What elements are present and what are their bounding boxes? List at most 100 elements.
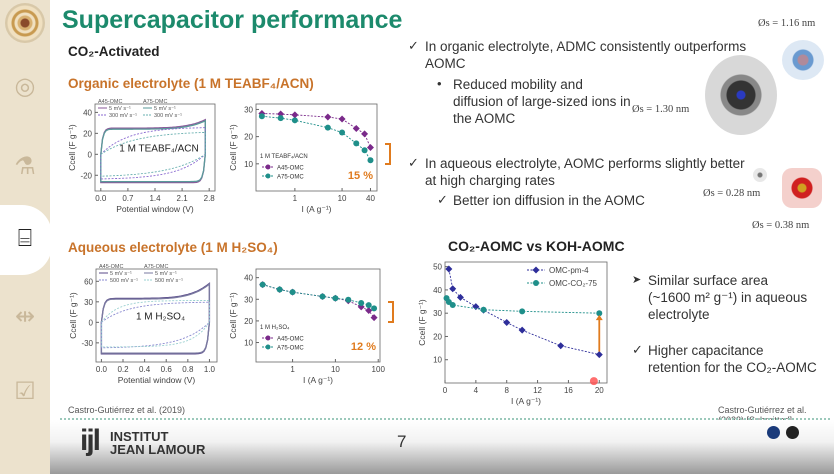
y-tick-label: 30: [244, 105, 253, 114]
direction-arrows-icon[interactable]: ⇹: [14, 303, 36, 330]
x-tick-label: 100: [372, 365, 386, 374]
data-point: [445, 265, 453, 273]
bullet-1: In organic electrolyte, ADMC consistentl…: [425, 39, 747, 71]
plot-frame: [444, 261, 608, 384]
x-axis-label: I (A g⁻¹): [511, 396, 541, 406]
active-section-notch: [0, 205, 52, 275]
data-point: [277, 115, 284, 122]
legend-entry: 500 mV s⁻¹: [155, 278, 183, 284]
y-tick-label: 0: [89, 318, 94, 327]
data-point: [338, 115, 346, 123]
x-tick-label: 0.2: [117, 365, 129, 374]
x-tick-label: 1.0: [204, 365, 216, 374]
data-point: [371, 305, 378, 312]
ijl-logo-mark: ijl: [80, 424, 101, 457]
y-axis-label: Ccell (F g⁻¹): [417, 299, 427, 346]
data-point: [339, 129, 346, 136]
chart-rate-aqueous: 1 10 100 10 20 30 40 I (A g⁻¹) Ccell (F g⁻¹) 1 M …: [228, 268, 394, 385]
subtitle: CO₂-Activated: [68, 44, 160, 59]
check-icon: ✓: [437, 192, 448, 207]
legend-entry: OMC-CO₂-75: [549, 279, 598, 288]
chemistry-flask-icon[interactable]: ⚗: [14, 153, 36, 180]
x-axis-label: I (A g⁻¹): [303, 375, 333, 385]
cv-loop-1: [100, 282, 211, 354]
cv-loop-2: [100, 301, 210, 349]
legend-marker: [265, 335, 271, 341]
chart-koh-vs-co2: 0 4 8 12 16 20 10 20 30 40 50 I (A g⁻¹) Ccell (F g⁻¹…: [417, 261, 608, 406]
plot-frame: [95, 268, 218, 363]
retention-arrowhead: [595, 314, 603, 321]
y-tick-label: 30: [244, 295, 253, 304]
supercapacitor-icon[interactable]: ⌸: [17, 225, 33, 252]
data-point: [365, 302, 372, 309]
y-axis-label: Ccell (F g⁻¹): [67, 124, 77, 171]
x-tick-label: 1.4: [149, 194, 161, 203]
data-point: [370, 314, 378, 322]
legend-entry: 300 mV s⁻¹: [154, 113, 182, 119]
bullet-4: Higher capacitance retention for the CO₂…: [648, 343, 817, 375]
page-number: 7: [397, 432, 407, 451]
clipboard-checklist-icon[interactable]: ☑: [14, 378, 36, 405]
legend-marker: [533, 280, 539, 286]
target-presentation-icon[interactable]: ◎: [14, 73, 36, 100]
check-icon: ✓: [408, 38, 419, 53]
y-tick-label: -30: [81, 339, 93, 348]
retention-bracket: [388, 301, 394, 323]
x-tick-label: 0.7: [122, 194, 134, 203]
legend-group: A45-OMC: [98, 99, 122, 105]
x-axis-label: I (A g⁻¹): [302, 204, 332, 214]
h-ion-molecule: [753, 168, 767, 182]
data-point: [367, 157, 374, 164]
legend-entry: 5 mV s⁻¹: [110, 271, 132, 277]
x-tick-label: 0: [443, 386, 448, 395]
data-point: [353, 140, 360, 147]
x-tick-label: 20: [595, 386, 604, 395]
y-axis-label: Ccell (F g⁻¹): [68, 292, 78, 339]
x-tick-label: 0.0: [95, 194, 107, 203]
data-point: [361, 130, 369, 138]
bullet-2: In aqueous electrolyte, AOMC performs sl…: [425, 156, 745, 188]
y-tick-label: 10: [433, 356, 442, 365]
citation-left: Castro-Gutiérrez et al. (2019): [68, 405, 186, 415]
data-point: [276, 286, 283, 293]
x-tick-label: 4: [474, 386, 479, 395]
y-tick-label: 40: [83, 108, 92, 117]
data-point: [324, 124, 331, 131]
legend-entry: A45-OMC: [277, 337, 304, 343]
check-icon: ✓: [632, 342, 643, 357]
legend-marker: [265, 173, 271, 179]
y-tick-label: -20: [80, 171, 92, 180]
legend-entry: A75-OMC: [277, 175, 304, 181]
legend-group: A45-OMC: [99, 264, 123, 270]
data-point: [503, 319, 511, 326]
cv-loop-3: [100, 300, 210, 348]
y-tick-label: 20: [244, 317, 253, 326]
data-point: [358, 299, 365, 306]
ion-size-so4: Øs = 0.38 nm: [752, 220, 810, 231]
legend-group: A75-OMC: [143, 99, 167, 105]
x-tick-label: 16: [564, 386, 573, 395]
plot-frame: [255, 268, 381, 363]
legend-entry: OMC-pm-4: [549, 266, 589, 275]
logo-line-2: JEAN LAMOUR: [110, 442, 206, 457]
chart-cv-organic: 0.0 0.7 1.4 2.1 2.8 -20 0 20 40 Potential window …: [67, 99, 216, 214]
data-point: [456, 293, 464, 301]
data-point: [319, 293, 326, 300]
y-tick-label: 40: [433, 286, 442, 295]
bullet-3: Similar surface area (~1600 m² g⁻¹) in a…: [648, 273, 808, 322]
x-tick-label: 10: [338, 194, 347, 203]
arrowhead-bullet-icon: ➤: [632, 274, 642, 286]
retention-drop-label: 12 %: [351, 341, 376, 353]
data-point: [595, 351, 603, 359]
retention-bracket: [385, 143, 391, 165]
x-tick-label: 2.1: [177, 194, 189, 203]
ion-size-tea: Øs = 1.30 nm: [632, 104, 690, 115]
data-point: [519, 308, 526, 315]
logo-line-1: INSTITUT: [110, 429, 169, 444]
data-point: [345, 296, 352, 303]
check-icon: ✓: [408, 155, 419, 170]
cursor-pointer-indicator: [589, 377, 598, 386]
slide-title: Supercapacitor performance: [62, 6, 403, 34]
koh-heading: CO₂-AOMC vs KOH-AOMC: [448, 238, 625, 254]
legend-marker: [265, 344, 271, 350]
